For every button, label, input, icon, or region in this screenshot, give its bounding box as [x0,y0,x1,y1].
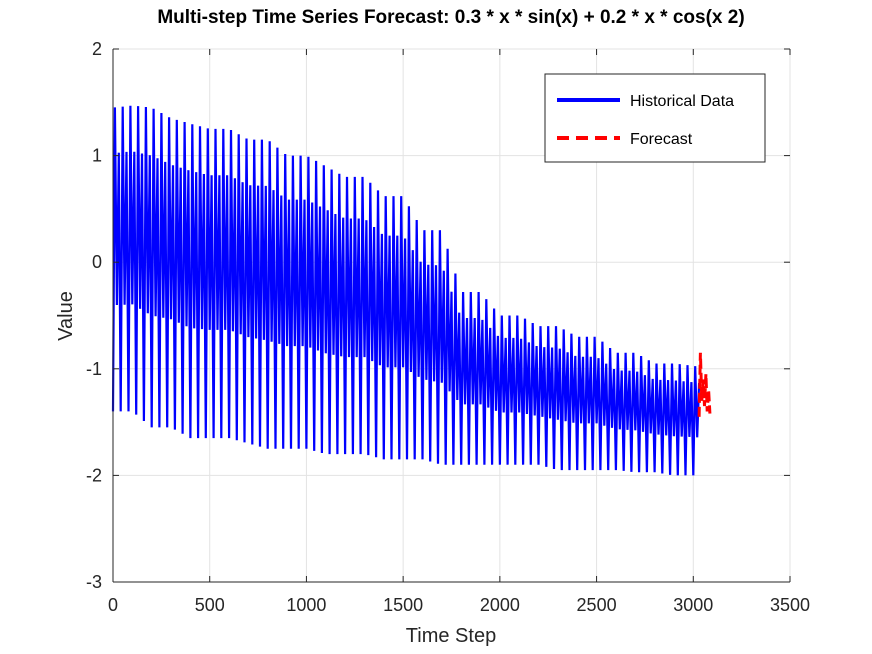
x-tick-label: 0 [108,595,118,615]
x-axis-label: Time Step [406,625,496,647]
x-tick-label: 500 [195,595,225,615]
x-tick-label: 2500 [577,595,617,615]
legend-box [544,73,766,163]
historical-data-line [111,105,701,476]
y-tick-label: 1 [92,146,102,166]
legend-label-historical: Historical Data [630,93,734,110]
x-tick-label: 1000 [286,595,326,615]
x-tick-label: 2000 [480,595,520,615]
x-tick-label: 3000 [673,595,713,615]
y-tick-label: 0 [92,252,102,272]
x-tick-label: 3500 [770,595,810,615]
y-tick-label: -3 [86,572,102,592]
y-axis-label: Value [55,291,77,341]
chart-title: Multi-step Time Series Forecast: 0.3 * x… [157,7,744,28]
legend-label-forecast: Forecast [630,131,693,148]
y-tick-label: -2 [86,465,102,485]
y-tick-label: -1 [86,359,102,379]
x-tick-label: 1500 [383,595,423,615]
y-tick-label: 2 [92,39,102,59]
forecast-line [697,352,712,417]
legend: Historical Data Forecast [544,73,766,163]
